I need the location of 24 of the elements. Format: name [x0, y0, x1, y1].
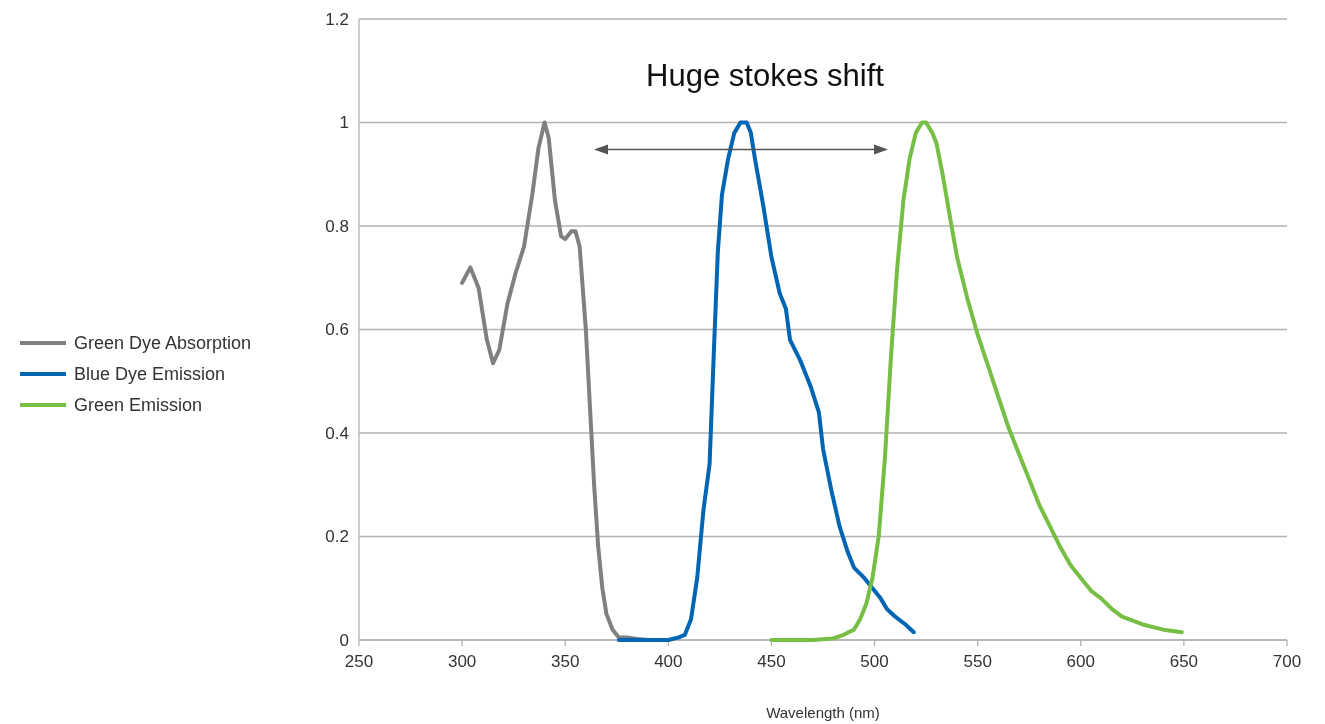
x-tick-label: 700	[1272, 652, 1302, 671]
x-tick-label: 500	[860, 652, 889, 671]
x-tick-label: 550	[963, 652, 992, 671]
x-tick-label: 600	[1066, 652, 1095, 671]
y-tick-label: 0.2	[325, 527, 349, 547]
x-tick-label: 450	[757, 652, 786, 671]
annotation: Huge stokes shift	[646, 58, 885, 93]
x-tick-label: 300	[447, 652, 477, 671]
x-tick-label: 400	[654, 652, 683, 671]
legend-label: Green Dye Absorption	[74, 333, 252, 354]
y-tick-label: 0.6	[325, 320, 349, 340]
line-series	[769, 120, 1184, 642]
y-tick-label: 0.8	[325, 216, 349, 236]
legend-label: Blue Dye Emission	[74, 364, 226, 385]
x-tick-label: 250	[344, 652, 374, 671]
x-tick-label: 350	[551, 652, 580, 671]
y-tick-label: 0.4	[325, 423, 349, 443]
y-tick-label: 0	[339, 630, 349, 650]
y-tick-label: 1	[339, 113, 349, 133]
x-tick-label: 650	[1169, 652, 1199, 671]
y-tick-label: 1.2	[325, 9, 349, 29]
x-axis-title: Wavelength (nm)	[766, 704, 880, 721]
line-series	[616, 120, 916, 642]
legend-label: Green Emission	[74, 395, 203, 416]
